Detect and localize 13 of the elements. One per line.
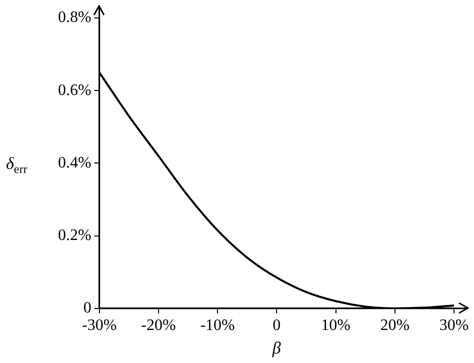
y-tick-label: 0.6% bbox=[58, 82, 92, 99]
x-tick-label: 30% bbox=[439, 317, 469, 334]
x-tick-label: 0 bbox=[272, 317, 281, 334]
x-tick-label: -20% bbox=[141, 317, 176, 334]
x-tick-label: 20% bbox=[380, 317, 410, 334]
x-tick-label: 10% bbox=[321, 317, 350, 334]
y-tick-label: 0 bbox=[83, 300, 92, 317]
y-tick-label: 0.8% bbox=[58, 9, 92, 26]
x-axis-title: β bbox=[271, 338, 282, 358]
y-tick-label: 0.4% bbox=[58, 154, 92, 172]
x-tick-label: -10% bbox=[200, 317, 235, 334]
y-tick-label: 0.2% bbox=[58, 227, 92, 244]
x-tick-label: -30% bbox=[82, 317, 117, 334]
